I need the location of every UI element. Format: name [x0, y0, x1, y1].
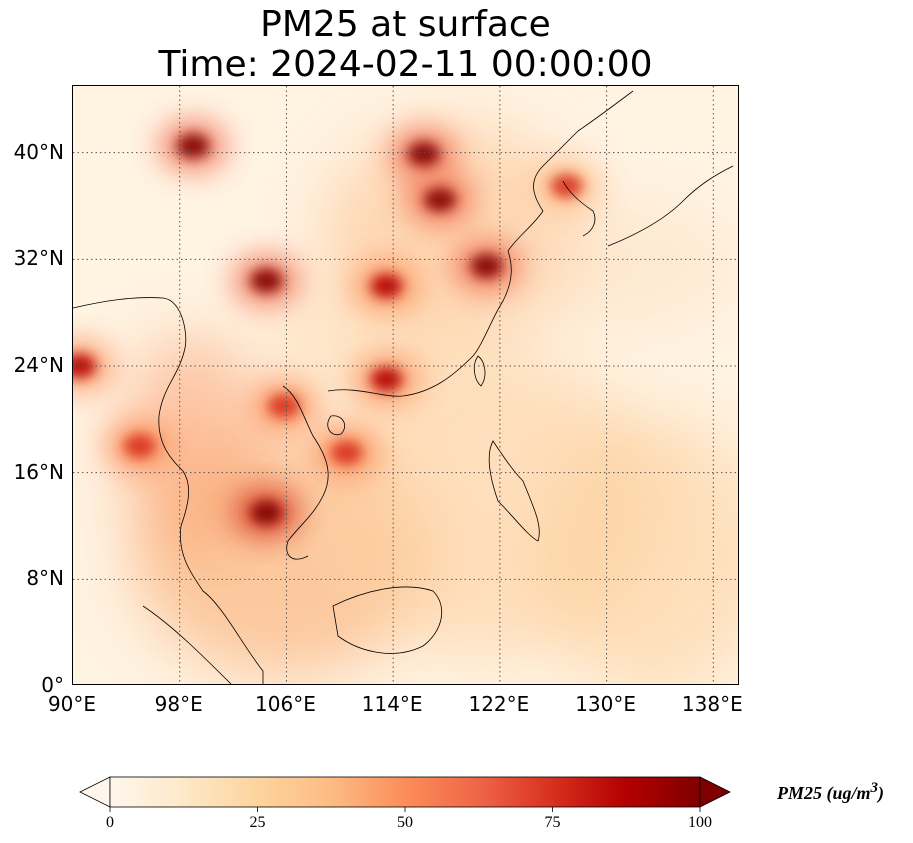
sumatra-coast: [142, 605, 232, 684]
regional-haze: [123, 126, 738, 684]
colorbar-extend-max: [699, 776, 731, 808]
latitude-tick-label: 32°N: [13, 246, 64, 271]
japan-coast: [607, 165, 734, 247]
northeast-coast: [533, 90, 634, 212]
longitude-tick-label: 90°E: [47, 692, 97, 716]
colorbar-ticks: [109, 807, 701, 812]
latitude-tick-label: 40°N: [13, 139, 64, 164]
colorbar-tick-label: 25: [249, 814, 266, 831]
colorbar-title-superscript: 3: [870, 780, 879, 796]
colorbar-tick-label: 75: [544, 814, 561, 831]
china-coast: [327, 210, 544, 397]
latitude-tick-label: 8°N: [26, 566, 64, 591]
borneo: [332, 586, 442, 654]
pm25-map: [73, 86, 738, 684]
colorbar-title-text: PM25 (ug/m: [777, 783, 871, 803]
hotspot-core: [470, 254, 503, 278]
latitude-tick-label: 0°: [41, 673, 64, 697]
colorbar-gradient: [109, 776, 701, 808]
hotspot-core: [123, 434, 156, 458]
hotspot-core: [250, 268, 283, 293]
colorbar-tick-label: 100: [688, 814, 712, 831]
hotspot-core: [370, 274, 403, 298]
hotspot-core: [407, 142, 440, 166]
gridlines: [73, 86, 738, 684]
map-title-line-2: Time: 2024-02-11 00:00:00: [158, 44, 653, 85]
colorbar-title-close: ): [878, 783, 885, 803]
hainan: [327, 415, 345, 436]
colorbar-extend-min: [79, 776, 111, 808]
pm25-hotspots: [73, 120, 601, 539]
hotspot-core: [550, 174, 583, 198]
map-title-line-1: PM25 at surface: [260, 4, 551, 45]
indochina-coast: [282, 385, 329, 560]
latitude-tick-label: 24°N: [13, 353, 64, 377]
longitude-tick-label: 122°E: [468, 692, 530, 716]
philippines: [488, 440, 540, 542]
hotspot-core: [73, 354, 96, 378]
latitude-tick-label: 16°N: [13, 459, 64, 484]
map-panel[interactable]: [72, 85, 739, 685]
longitude-tick-label: 98°E: [154, 692, 203, 716]
longitude-tick-label: 130°E: [575, 692, 636, 716]
coastlines: [73, 90, 734, 684]
hotspot-core: [423, 187, 456, 212]
korea-coast: [562, 180, 596, 237]
longitude-tick-label: 114°E: [361, 692, 423, 716]
colorbar-title: PM25 (ug/m3): [777, 780, 884, 804]
longitude-tick-label: 106°E: [255, 692, 316, 716]
hotspot-core: [267, 394, 300, 418]
hotspot-core: [177, 134, 210, 158]
hotspot-core: [330, 440, 363, 465]
hotspot-core: [250, 500, 283, 525]
mainland-sea-coast: [73, 297, 264, 684]
colorbar-tick-label: 50: [397, 814, 413, 831]
colorbar-tick-label: 0: [106, 814, 114, 831]
longitude-tick-label: 138°E: [681, 692, 743, 716]
hotspot-core: [370, 367, 403, 392]
